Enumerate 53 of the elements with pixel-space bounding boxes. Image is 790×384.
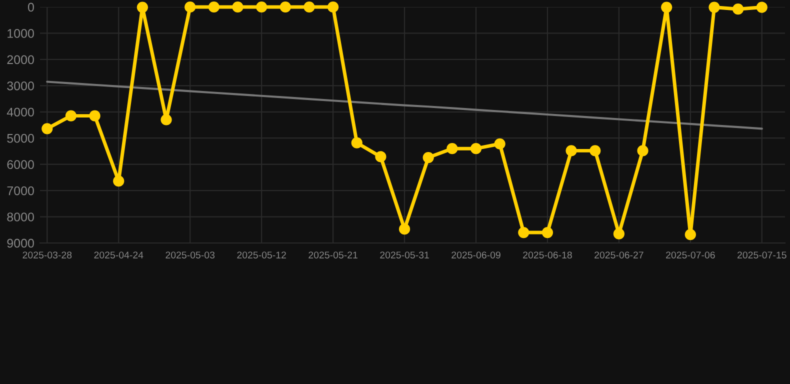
point <box>136 2 148 13</box>
point <box>446 143 458 154</box>
point <box>375 151 386 162</box>
point <box>232 1 244 13</box>
x-tick-label: 2025-05-21 <box>308 252 358 258</box>
x-tick-label: 2025-05-31 <box>380 252 429 258</box>
point <box>422 152 434 164</box>
point <box>65 110 77 122</box>
y-tick-label: 1000 <box>8 29 34 38</box>
x-tick-label: 2025-05-03 <box>166 252 215 258</box>
y-tick-label: 7000 <box>7 186 34 196</box>
point <box>661 2 672 13</box>
y-tick-label: 6000 <box>7 160 34 169</box>
point <box>113 176 124 187</box>
point <box>566 145 577 156</box>
x-tick-label: 2025-07-15 <box>738 252 786 258</box>
point <box>542 226 554 238</box>
point <box>470 143 482 154</box>
point <box>756 2 768 13</box>
x-tick-label: 2025-05-12 <box>237 252 286 258</box>
point <box>280 1 291 13</box>
x-tick-label: 2025-03-28 <box>22 252 72 258</box>
point <box>398 224 410 235</box>
point <box>708 2 720 13</box>
point <box>732 4 744 15</box>
y-tick-label: 3000 <box>7 81 34 90</box>
point <box>160 114 172 126</box>
point <box>518 226 530 238</box>
point <box>494 138 506 150</box>
line-series <box>46 80 763 130</box>
point <box>256 1 268 13</box>
point <box>351 137 362 148</box>
x-tick-label: 2025-06-09 <box>452 252 500 258</box>
y-tick-label: 9000 <box>7 238 34 248</box>
point <box>327 1 339 13</box>
y-tick-label: 0 <box>28 2 34 12</box>
point <box>637 145 648 156</box>
point <box>208 1 220 13</box>
point <box>89 110 100 122</box>
point <box>304 1 315 13</box>
x-tick-label: 2025-06-27 <box>594 252 644 258</box>
point <box>613 228 624 240</box>
x-tick-label: 2025-06-18 <box>523 252 572 258</box>
point <box>42 123 53 134</box>
point <box>184 1 196 13</box>
y-tick-label: 4000 <box>6 108 34 117</box>
x-tick-label: 2025-07-06 <box>666 252 715 258</box>
point <box>684 229 696 240</box>
y-tick-label: 5000 <box>7 134 34 143</box>
y-tick-label: 2000 <box>7 55 34 64</box>
x-tick-label: 2025-04-24 <box>94 252 144 258</box>
y-tick-label: 8000 <box>7 212 34 222</box>
point <box>590 145 601 156</box>
